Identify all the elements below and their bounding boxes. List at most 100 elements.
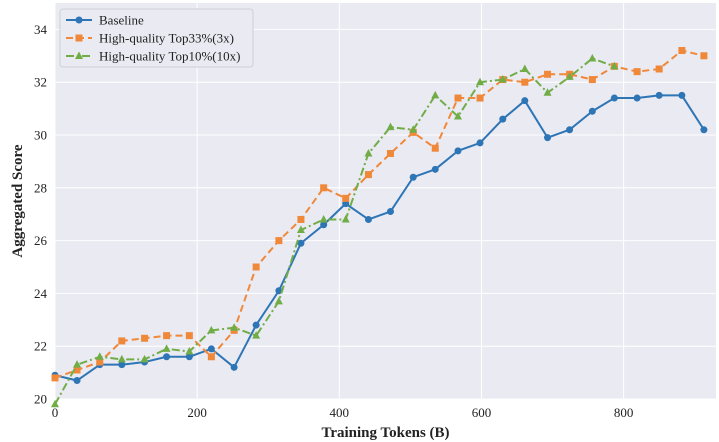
data-point	[185, 332, 193, 340]
legend-box	[59, 8, 254, 68]
data-point	[543, 88, 552, 96]
data-point	[185, 346, 194, 355]
data-point	[252, 321, 260, 329]
data-point	[453, 112, 462, 120]
data-point	[230, 363, 238, 371]
legend-label: Baseline	[99, 13, 144, 28]
legend-item: High-quality Top10%(10x)	[66, 49, 240, 64]
x-tick-labels: 0 200 400 600 800	[52, 405, 634, 420]
data-point	[655, 91, 663, 99]
data-point	[320, 184, 328, 192]
data-point	[655, 65, 663, 73]
data-point	[230, 323, 239, 331]
y-tick-label: 28	[34, 180, 47, 195]
legend-item: High-quality Top33%(3x)	[66, 31, 234, 46]
data-point	[544, 134, 552, 142]
data-point	[499, 115, 507, 123]
x-tick-label: 600	[472, 405, 492, 420]
data-point	[364, 171, 372, 179]
x-tick-label: 200	[187, 405, 207, 420]
data-point	[409, 125, 418, 133]
data-point	[386, 208, 394, 216]
legend-marker	[75, 51, 83, 59]
data-point	[409, 173, 417, 181]
data-point	[588, 53, 597, 62]
data-point	[520, 64, 529, 72]
data-point	[185, 353, 193, 361]
x-tick-label: 800	[614, 405, 634, 420]
y-axis-title: Aggregated Score	[10, 144, 26, 258]
data-point	[73, 366, 81, 374]
data-point	[341, 214, 350, 223]
y-tick-label: 30	[34, 128, 47, 143]
data-point	[566, 126, 574, 134]
series-line	[54, 94, 705, 382]
data-point	[498, 75, 507, 83]
data-point	[431, 144, 439, 152]
data-point	[342, 194, 350, 202]
legend: Baseline High-quality Top33%(3x) High-qual…	[59, 8, 254, 68]
legend-marker	[75, 16, 83, 24]
data-point	[386, 149, 394, 157]
y-tick-label: 26	[34, 233, 48, 248]
data-point	[678, 47, 686, 55]
legend-item: Baseline	[66, 13, 144, 28]
data-point	[454, 147, 462, 155]
legend-marker	[75, 34, 83, 42]
series-3	[51, 53, 619, 408]
data-point	[386, 122, 395, 131]
data-point	[296, 225, 305, 234]
series-line	[54, 57, 615, 405]
data-point	[319, 214, 328, 223]
y-tick-label: 34	[34, 22, 48, 37]
data-point	[141, 334, 149, 342]
y-tick-label: 20	[34, 392, 47, 407]
data-point	[51, 374, 59, 382]
series-line	[54, 49, 705, 379]
data-point	[118, 337, 126, 345]
y-tick-label: 22	[34, 339, 47, 354]
data-point	[544, 70, 552, 78]
data-point	[73, 360, 82, 368]
data-point	[700, 52, 708, 60]
data-point	[96, 358, 104, 366]
data-point	[476, 77, 485, 86]
data-point	[431, 165, 439, 173]
data-point	[521, 97, 529, 105]
data-point	[163, 353, 171, 361]
data-point	[252, 263, 260, 271]
data-point	[364, 148, 373, 157]
legend-label: High-quality Top33%(3x)	[99, 31, 234, 46]
data-point	[431, 90, 440, 99]
data-point	[117, 354, 126, 363]
data-point	[476, 94, 484, 102]
data-point	[297, 215, 305, 223]
y-tick-label: 32	[34, 75, 47, 90]
data-point	[342, 200, 350, 208]
data-point	[633, 68, 641, 76]
x-tick-label: 0	[52, 405, 59, 420]
data-point	[95, 352, 104, 360]
data-point	[207, 353, 215, 361]
legend-label: High-quality Top10%(10x)	[99, 49, 240, 64]
data-point	[588, 107, 596, 115]
x-axis-title: Training Tokens (B)	[321, 425, 449, 441]
data-point	[252, 331, 261, 339]
data-point	[700, 126, 708, 134]
data-point	[163, 332, 171, 340]
y-tick-label: 24	[34, 286, 48, 301]
series-layer	[51, 47, 708, 408]
data-point	[274, 296, 283, 305]
data-point	[297, 239, 305, 247]
data-point	[454, 94, 462, 102]
data-point	[633, 94, 641, 102]
data-point	[610, 94, 618, 102]
data-point	[51, 399, 59, 408]
y-tick-labels: 20 22 24 26 28 30 32 34	[34, 22, 48, 407]
data-point	[610, 61, 619, 70]
data-point	[118, 361, 126, 369]
data-point	[320, 221, 328, 229]
data-point	[207, 345, 215, 353]
data-point	[207, 325, 216, 334]
